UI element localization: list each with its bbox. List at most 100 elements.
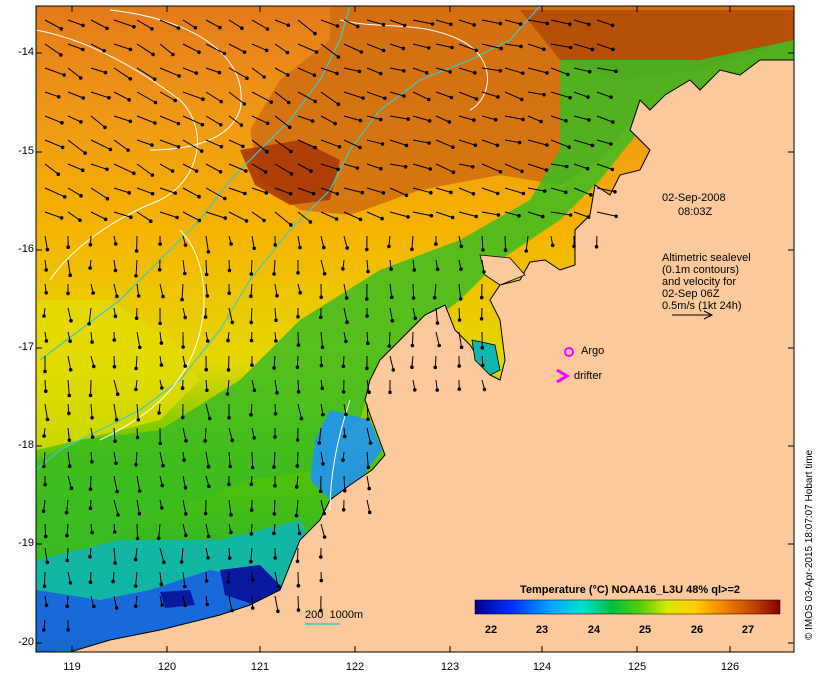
velocity-arrow (573, 187, 591, 196)
velocity-arrow-head (493, 117, 498, 122)
velocity-arrow-head (181, 345, 185, 349)
velocity-arrow-head (544, 168, 549, 172)
velocity-arrow-head (296, 583, 301, 588)
velocity-arrow (113, 91, 130, 101)
velocity-arrow (527, 139, 548, 146)
velocity-arrow (67, 211, 81, 221)
velocity-arrow-head (66, 245, 70, 249)
velocity-arrow (481, 91, 499, 98)
velocity-arrow-head (67, 393, 72, 398)
velocity-arrow-head (44, 603, 49, 608)
velocity-arrow-head (149, 219, 153, 223)
velocity-arrow-head (249, 413, 253, 417)
velocity-arrow-head (344, 412, 348, 417)
velocity-arrow (320, 91, 339, 105)
velocity-arrow-head (498, 21, 503, 26)
velocity-arrow-head (88, 393, 93, 398)
velocity-arrow-head (586, 215, 591, 219)
velocity-arrow-head (495, 191, 500, 196)
velocity-arrow-head (426, 46, 431, 50)
velocity-arrow-head (314, 50, 319, 54)
velocity-arrow (389, 19, 405, 26)
velocity-arrow (297, 235, 301, 248)
velocity-arrow (412, 163, 431, 170)
velocity-arrow-head (365, 366, 369, 371)
velocity-arrow-head (114, 606, 119, 610)
velocity-arrow-head (406, 117, 411, 121)
velocity-arrow-head (309, 169, 313, 173)
velocity-arrow-head (112, 338, 117, 342)
drifter-label: drifter (574, 370, 603, 382)
velocity-arrow (343, 115, 361, 122)
velocity-arrow (113, 187, 130, 194)
velocity-arrow-head (45, 417, 50, 422)
velocity-arrow-head (341, 364, 346, 369)
velocity-arrow (113, 547, 116, 564)
velocity-arrow-head (103, 217, 108, 221)
velocity-arrow-head (318, 489, 323, 494)
velocity-arrow (90, 67, 106, 74)
velocity-arrow-head (111, 579, 115, 584)
velocity-arrow-head (252, 246, 256, 251)
velocity-arrow-head (434, 242, 438, 246)
velocity-arrow-head (322, 272, 327, 276)
velocity-arrow (67, 475, 72, 489)
velocity-arrow-head (132, 25, 136, 29)
velocity-arrow-head (435, 321, 440, 325)
velocity-arrow-head (161, 294, 165, 299)
velocity-arrow-head (203, 439, 207, 443)
velocity-arrow-head (65, 533, 69, 538)
velocity-arrow-head (41, 509, 46, 514)
velocity-arrow (481, 43, 502, 49)
velocity-arrow (182, 43, 200, 53)
velocity-arrow-head (43, 534, 48, 539)
velocity-arrow-head (64, 510, 69, 515)
velocity-arrow (113, 19, 135, 28)
velocity-arrow (113, 403, 118, 420)
velocity-arrow-head (115, 489, 119, 494)
colorbar-tick: 23 (535, 624, 549, 636)
lat-tick-label: -14 (18, 46, 34, 58)
velocity-arrow-head (345, 246, 350, 250)
velocity-arrow-head (262, 75, 267, 79)
velocity-arrow-head (474, 97, 479, 101)
velocity-arrow (228, 211, 247, 222)
velocity-arrow (458, 187, 474, 195)
velocity-arrow-head (273, 412, 278, 416)
velocity-arrow (596, 67, 617, 72)
isobath-label: 200 1000m (305, 609, 364, 621)
velocity-arrow-head (343, 488, 347, 493)
velocity-arrow-head (171, 52, 175, 57)
velocity-arrow-head (614, 69, 618, 74)
velocity-arrow (297, 379, 300, 392)
velocity-arrow-head (219, 144, 224, 149)
map-frame (35, 5, 795, 653)
velocity-arrow-head (308, 220, 313, 224)
velocity-arrow-head (151, 52, 155, 57)
velocity-arrow (389, 91, 405, 97)
velocity-arrow-head (249, 482, 254, 487)
velocity-arrow-head (81, 96, 86, 100)
velocity-arrow (159, 451, 164, 466)
velocity-arrow-head (206, 555, 210, 560)
velocity-arrow (159, 547, 165, 563)
velocity-arrow-head (227, 556, 232, 560)
velocity-arrow (297, 43, 317, 53)
velocity-arrow (66, 499, 69, 513)
velocity-arrow-head (184, 533, 188, 538)
velocity-arrow-head (218, 170, 223, 174)
velocity-arrow-head (358, 145, 362, 150)
velocity-arrow (343, 19, 358, 27)
velocity-arrow-head (230, 608, 234, 613)
velocity-arrow-head (587, 22, 591, 27)
velocity-arrow-head (313, 145, 317, 150)
velocity-arrow-head (132, 171, 136, 176)
velocity-arrow (159, 283, 164, 297)
velocity-arrow (251, 595, 254, 609)
velocity-arrow (573, 163, 588, 170)
velocity-arrow-head (241, 144, 245, 149)
velocity-arrow-head (614, 214, 618, 219)
velocity-arrow-head (133, 584, 138, 588)
velocity-arrow (274, 379, 278, 393)
velocity-arrow-head (517, 214, 521, 218)
